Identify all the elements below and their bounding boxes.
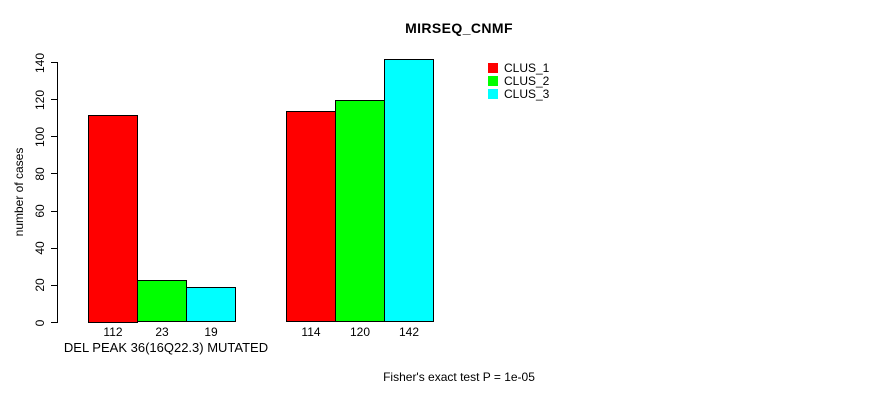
chart-title: MIRSEQ_CNMF [405,20,513,36]
annotation-text: Fisher's exact test P = 1e-05 [383,370,535,384]
bar-clus_1-group1 [88,114,138,323]
y-tick-mark [51,136,58,138]
bar-clus_2-group2 [335,99,385,323]
y-tick-label: 140 [33,52,47,73]
legend-item: CLUS_3 [488,87,550,101]
y-tick-mark [51,322,58,323]
bar-clus_3-group1 [186,287,236,323]
y-tick-mark [51,173,58,175]
bar-clus_2-group1 [137,279,187,323]
y-tick-label: 120 [33,89,47,110]
y-axis-label: number of cases [12,147,26,237]
legend-item: CLUS_1 [488,61,550,75]
y-tick-mark [51,210,58,212]
y-tick-mark [51,99,58,101]
bar-value-label: 112 [103,325,123,339]
legend-swatch [488,76,498,86]
bar-value-label: 142 [398,325,420,339]
y-tick-label: 0 [33,319,47,326]
y-axis-line [57,63,58,323]
legend-swatch [488,63,498,73]
legend-item: CLUS_2 [488,74,550,88]
y-tick-label: 20 [33,278,47,293]
legend-swatch [488,89,498,99]
legend-label: CLUS_3 [504,87,550,101]
y-tick-label: 40 [33,241,47,255]
bar-value-label: 114 [301,325,321,339]
bar-value-label: 120 [349,325,371,339]
y-tick-mark [51,247,58,249]
legend-label: CLUS_1 [504,61,550,75]
y-tick-mark [51,284,58,286]
bar-value-label: 19 [204,325,218,339]
y-tick-label: 60 [33,204,47,218]
y-tick-label: 80 [33,167,47,181]
bar-value-label: 23 [155,325,169,339]
bar-clus_1-group2 [286,110,336,323]
y-tick-mark [51,62,58,63]
legend-label: CLUS_2 [504,74,550,88]
legend: CLUS_1 CLUS_2 CLUS_3 [488,61,550,101]
x-group-label: DEL PEAK 36(16Q22.3) MUTATED [63,340,269,355]
y-tick-label: 100 [33,126,47,147]
bar-clus_3-group2 [384,58,434,323]
